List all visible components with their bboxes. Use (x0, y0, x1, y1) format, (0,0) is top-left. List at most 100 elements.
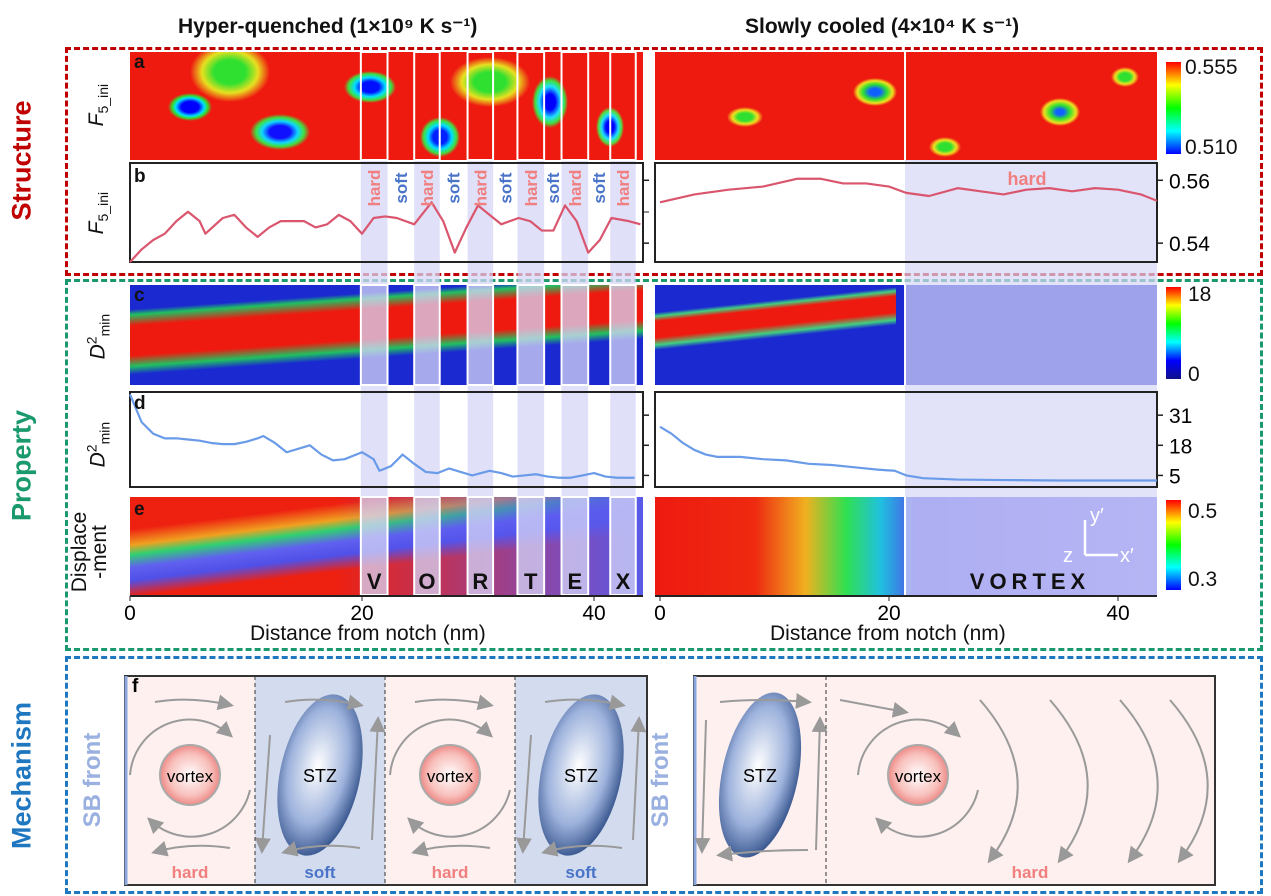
flow-arrow (284, 694, 364, 711)
map-a-hyper-quenched (130, 52, 643, 160)
flow-arrow (716, 845, 809, 862)
y-tick-label: 0.54 (1169, 233, 1210, 256)
flow-arrow (151, 841, 231, 857)
axis-indicator-label: y′ (1090, 505, 1104, 527)
right-column-title: Slowly cooled (4×10⁴ K s⁻¹) (745, 15, 1020, 38)
vortex-circle (887, 744, 949, 806)
flow-arrow (541, 841, 623, 857)
stz-label: STZ (743, 766, 777, 786)
region-label-soft: soft (392, 172, 411, 204)
vortex-circle (419, 744, 481, 806)
mechanism-section-box (65, 656, 1263, 894)
flow-arrow (630, 716, 647, 841)
stz-ellipse (718, 692, 802, 858)
x-tick-label: 20 (350, 602, 373, 625)
vortex-letter: X (616, 569, 631, 594)
region-label-soft: soft (304, 863, 336, 882)
hard-band-left (517, 160, 545, 597)
region-label-hard: hard (1012, 863, 1049, 882)
y-tick-label: 5 (1169, 465, 1181, 488)
flow-arrow (147, 789, 251, 838)
region-label-soft: soft (565, 863, 597, 882)
flow-arrow (1169, 699, 1209, 864)
panel-a-letter: a (134, 52, 145, 73)
region-label-hard: hard (614, 170, 633, 207)
vortex-letter: R (472, 569, 488, 594)
x-tick-label: 40 (582, 602, 605, 625)
colorbar-e-min: 0.3 (1188, 568, 1218, 591)
region-label-soft: soft (496, 172, 515, 204)
flow-arrow (1119, 699, 1159, 864)
flow-arrow (811, 716, 828, 851)
x-tick-label: 40 (1106, 602, 1129, 625)
band-outline (609, 284, 637, 386)
colorbar-a-min: 0.510 (1185, 136, 1238, 159)
hard-band-left (610, 160, 636, 597)
flow-arrow (369, 716, 386, 841)
flow-arrow (414, 694, 494, 711)
axes-frame-left (129, 391, 644, 488)
region-label-soft: soft (544, 172, 563, 204)
region-label-hard: hard (432, 863, 469, 882)
x-tick-label: 0 (654, 602, 666, 625)
band-outline (560, 284, 590, 386)
hard-band-left (467, 160, 494, 597)
hard-band-right (905, 160, 1157, 597)
left-column-title: Hyper-quenched (1×10⁹ K s⁻¹) (178, 15, 478, 38)
axes-indicator-icon (1083, 520, 1118, 557)
flow-arrow (129, 718, 233, 776)
series-d-slowly-cooled (659, 425, 1157, 482)
stz-ellipse (538, 694, 624, 856)
region-label-soft: soft (445, 172, 464, 204)
flow-arrow (875, 789, 979, 838)
y-tick-label: 18 (1169, 435, 1192, 458)
x-axis-label-left: Distance from notch (nm) (250, 622, 486, 645)
stz-ellipse (277, 694, 363, 856)
flow-arrow (154, 694, 234, 711)
colorbar-c (1166, 287, 1181, 379)
hard-band-left (414, 160, 440, 597)
y-tick-label: 31 (1169, 405, 1192, 428)
x-tick-label: 20 (877, 602, 900, 625)
structure-section-box (65, 47, 1263, 276)
flow-arrow (515, 734, 532, 854)
flow-arrow (857, 718, 961, 776)
flow-arrow (407, 789, 511, 838)
vortex-word: VORTEX (970, 569, 1090, 594)
panel-e-letter: e (134, 499, 145, 520)
band-outline (516, 51, 546, 161)
colorbar-a-max: 0.555 (1185, 56, 1238, 79)
flow-arrow (694, 719, 711, 854)
panel-d-letter: d (134, 393, 146, 414)
region-label-hard: hard (471, 170, 490, 207)
panel-c-letter: c (134, 285, 145, 306)
axis-indicator-label: z (1063, 545, 1073, 567)
band-outline (359, 284, 389, 386)
colorbar-c-min: 0 (1188, 363, 1200, 386)
band-outline (359, 51, 389, 161)
series-b-slowly-cooled (659, 177, 1158, 204)
flow-arrow (254, 734, 271, 854)
stz-label: STZ (303, 766, 337, 786)
vortex-label: vortex (427, 767, 474, 786)
region-label-hard: hard (418, 170, 437, 207)
flow-arrow (979, 699, 1019, 864)
vortex-label: vortex (167, 767, 214, 786)
vortex-circle (159, 744, 221, 806)
axis-indicator-label: x′ (1120, 545, 1134, 567)
region-label-soft: soft (590, 172, 609, 204)
band-outline (560, 51, 590, 161)
vortex-letter: O (418, 569, 435, 594)
band-outline (413, 284, 441, 386)
axes-frame-right (654, 391, 1158, 488)
sb-front-label: SB front (647, 733, 674, 828)
flow-arrow (389, 718, 493, 776)
panel-b-letter: b (134, 166, 146, 187)
property-section-box (65, 279, 1263, 651)
mechanism-panels: vortex hard STZ soft vortex hard STZ soft STZ vor… (79, 675, 1216, 886)
flow-arrow (719, 693, 812, 709)
band-outline (609, 51, 637, 161)
sb-front-label: SB front (79, 733, 106, 828)
colorbar-c-max: 18 (1188, 283, 1212, 306)
